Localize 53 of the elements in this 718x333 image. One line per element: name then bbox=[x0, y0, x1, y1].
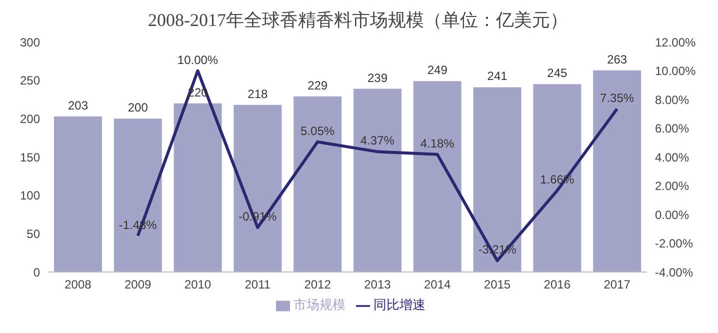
x-tick-label: 2011 bbox=[244, 278, 271, 292]
bar bbox=[473, 87, 522, 272]
data-label: 10.00% bbox=[177, 52, 218, 67]
y2-tick-label: 8.00% bbox=[655, 92, 690, 107]
y2-tick-label: -4.00% bbox=[655, 265, 694, 280]
y2-tick-label: 0.00% bbox=[655, 208, 690, 222]
data-label: 263 bbox=[607, 52, 628, 66]
x-tick-label: 2017 bbox=[604, 278, 631, 292]
y2-tick-label: 10.00% bbox=[655, 64, 696, 78]
data-label: 5.05% bbox=[300, 124, 335, 138]
data-label: 239 bbox=[367, 70, 388, 85]
y-tick-label: 200 bbox=[20, 112, 40, 126]
bar bbox=[234, 104, 282, 272]
x-tick-label: 2009 bbox=[124, 278, 152, 292]
data-label: 249 bbox=[427, 63, 448, 78]
bar bbox=[593, 70, 642, 272]
y2-tick-label: 2.00% bbox=[655, 179, 690, 194]
y2-tick-label: -2.00% bbox=[655, 236, 694, 251]
x-tick-label: 2014 bbox=[424, 278, 452, 292]
bar bbox=[174, 103, 222, 272]
data-label: 4.18% bbox=[420, 136, 455, 150]
chart-title: 2008-2017年全球香精香料市场规模（单位：亿美元） bbox=[147, 9, 569, 32]
x-tick-label: 2016 bbox=[544, 278, 571, 292]
y-tick-label: 50 bbox=[26, 226, 40, 241]
data-label: 4.37% bbox=[360, 134, 395, 148]
data-label: 229 bbox=[308, 78, 328, 92]
y-tick-label: 100 bbox=[20, 188, 40, 203]
data-label: 245 bbox=[547, 66, 568, 80]
y-tick-label: 300 bbox=[20, 35, 40, 50]
data-label: 200 bbox=[128, 100, 148, 115]
bar bbox=[114, 118, 162, 272]
legend-label: 市场规模 bbox=[294, 297, 346, 312]
y2-tick-label: 6.00% bbox=[655, 122, 690, 136]
x-tick-label: 2010 bbox=[184, 278, 212, 292]
data-label: 218 bbox=[248, 86, 268, 101]
y2-tick-label: 4.00% bbox=[655, 150, 690, 164]
bar bbox=[353, 88, 402, 272]
x-tick-label: 2015 bbox=[484, 278, 511, 292]
bar bbox=[294, 96, 342, 272]
bar bbox=[533, 84, 582, 272]
x-tick-label: 2012 bbox=[304, 278, 332, 292]
x-tick-label: 2013 bbox=[364, 278, 392, 292]
y2-tick-label: 12.00% bbox=[655, 35, 696, 50]
y-tick-label: 150 bbox=[20, 150, 40, 164]
data-label: 203 bbox=[68, 98, 88, 112]
y-tick-label: 250 bbox=[20, 74, 40, 88]
legend-label: 同比增速 bbox=[374, 297, 426, 312]
data-label: 7.35% bbox=[600, 90, 634, 105]
y-tick-label: 0 bbox=[33, 265, 40, 280]
bar bbox=[54, 116, 102, 272]
x-tick-label: 2008 bbox=[64, 278, 92, 292]
data-label: 241 bbox=[487, 69, 508, 84]
bar bbox=[413, 81, 462, 272]
